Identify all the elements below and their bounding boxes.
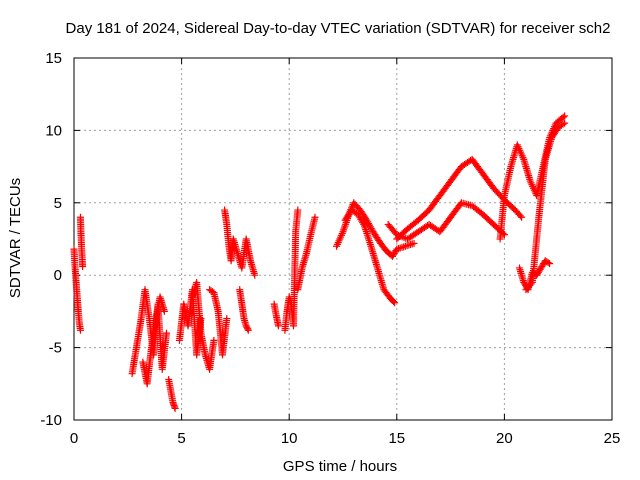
data-point-marker [559, 120, 567, 128]
x-tick-label: 10 [281, 430, 298, 447]
data-point-marker [274, 322, 282, 330]
y-axis-ticks: -10 -5 0 5 10 15 [40, 50, 612, 429]
x-tick-label: 5 [177, 430, 185, 447]
data-point-marker [410, 239, 418, 247]
plot-border [73, 57, 613, 421]
data-point-marker [163, 329, 171, 337]
plot-frame [73, 57, 613, 421]
x-tick-label: 25 [604, 430, 621, 447]
x-tick-label: 0 [70, 430, 78, 447]
data-point-marker [561, 112, 569, 120]
y-tick-label: 15 [45, 50, 62, 67]
data-point-marker [516, 212, 524, 220]
data-point-marker [251, 271, 259, 279]
data-point-marker [244, 325, 252, 333]
data-point-marker [391, 299, 399, 307]
data-point-marker [294, 206, 302, 214]
data-point-marker [311, 213, 319, 221]
data-point-marker [244, 326, 252, 334]
y-tick-label: 10 [45, 122, 62, 139]
data-point-marker [79, 263, 87, 271]
y-tick-label: 0 [54, 267, 62, 284]
chart-title: Day 181 of 2024, Sidereal Day-to-day VTE… [66, 20, 611, 37]
x-axis-ticks: 0 5 10 15 20 25 [70, 58, 621, 447]
x-tick-label: 20 [496, 430, 513, 447]
data-point-marker [544, 259, 552, 267]
data-point-marker [160, 307, 168, 315]
y-tick-label: -10 [40, 412, 62, 429]
data-point-marker [210, 336, 218, 344]
data-point-marker [527, 280, 535, 288]
data-point-marker [559, 113, 567, 121]
y-axis-label: SDTVAR / TECUs [7, 178, 24, 298]
y-tick-label: -5 [49, 340, 62, 357]
y-tick-label: 5 [54, 195, 62, 212]
data-point-marker [546, 260, 554, 268]
data-point-marker [360, 220, 368, 228]
data-point-marker [518, 213, 526, 221]
data-point-marker [390, 298, 398, 306]
x-tick-label: 15 [388, 430, 405, 447]
data-point-marker [561, 119, 569, 127]
data-point-marker [171, 404, 179, 412]
data-points [70, 112, 569, 412]
x-axis-label: GPS time / hours [283, 458, 397, 475]
data-point-marker [76, 326, 84, 334]
data-point-marker [223, 315, 231, 323]
